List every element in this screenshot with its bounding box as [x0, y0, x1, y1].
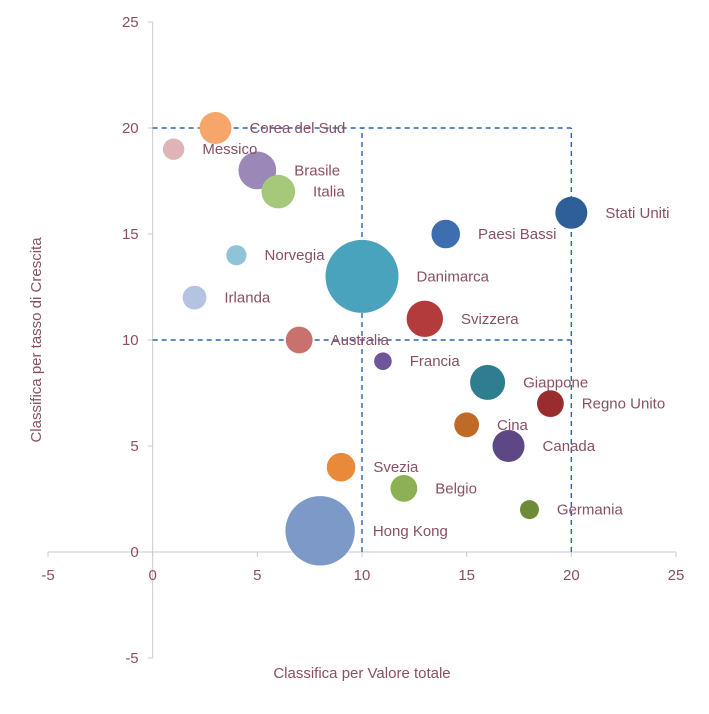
- bubble-stati-uniti: [555, 196, 588, 229]
- bubble-belgio: [390, 475, 418, 502]
- x-tick-label: 0: [148, 567, 156, 584]
- bubble-hong-kong: [285, 496, 355, 566]
- bubble-francia: [374, 352, 392, 371]
- point-label: Regno Unito: [582, 396, 665, 413]
- point-label: Irlanda: [224, 290, 271, 307]
- bubble-australia: [285, 326, 313, 354]
- point-label: Canada: [543, 438, 596, 455]
- y-tick-label: 5: [130, 438, 138, 455]
- point-label: Svizzera: [461, 311, 519, 328]
- x-axis-title: Classifica per Valore totale: [273, 665, 450, 682]
- point-labels-layer: Corea del Sud Messico Brasile Italia Stati U…: [202, 120, 669, 540]
- bubble-irlanda: [182, 285, 207, 310]
- y-tick-label: -5: [125, 650, 138, 667]
- bubble-germania: [519, 500, 539, 520]
- point-label: Danimarca: [416, 268, 489, 285]
- y-tick-label: 20: [122, 120, 139, 137]
- point-label: Messico: [202, 141, 257, 158]
- point-label: Stati Uniti: [605, 205, 669, 222]
- point-label: Francia: [410, 353, 461, 370]
- point-label: Hong Kong: [373, 523, 448, 540]
- bubble-regno-unito: [537, 390, 564, 417]
- bubble-corea-del-sud: [199, 112, 232, 144]
- point-label: Giappone: [523, 374, 588, 391]
- point-label: Svezia: [373, 459, 419, 476]
- axes-layer: -5 0 5 10 15 20 25 -5 0 5 10 15 20 25: [41, 14, 684, 667]
- y-tick-label: 25: [122, 14, 139, 31]
- bubble-svizzera: [406, 300, 443, 337]
- point-label: Corea del Sud: [249, 120, 345, 137]
- point-label: Brasile: [294, 162, 340, 179]
- point-label: Germania: [557, 502, 624, 519]
- x-tick-label: -5: [41, 567, 54, 584]
- point-label: Belgio: [435, 480, 477, 497]
- point-label: Norvegia: [265, 247, 326, 264]
- bubble-messico: [162, 138, 185, 160]
- bubble-danimarca: [325, 239, 399, 313]
- bubble-svezia: [326, 452, 356, 482]
- x-tick-label: 10: [354, 567, 371, 584]
- point-label: Italia: [313, 184, 345, 201]
- x-tick-label: 25: [668, 567, 685, 584]
- y-axis-title: Classifica per tasso di Crescita: [28, 237, 45, 443]
- bubble-canada: [492, 430, 525, 462]
- bubble-giappone: [470, 364, 506, 400]
- y-tick-label: 10: [122, 332, 139, 349]
- bubble-italia: [261, 174, 296, 209]
- x-tick-label: 15: [458, 567, 475, 584]
- y-tick-label: 0: [130, 544, 138, 561]
- point-label: Cina: [497, 417, 529, 434]
- x-tick-label: 20: [563, 567, 580, 584]
- point-label: Paesi Bassi: [478, 226, 556, 243]
- bubble-paesi-bassi: [431, 219, 461, 249]
- bubble-cina: [454, 412, 480, 438]
- point-label: Australia: [331, 332, 390, 349]
- bubbles-layer: [162, 112, 588, 566]
- bubble-norvegia: [226, 245, 247, 266]
- y-tick-label: 15: [122, 226, 139, 243]
- x-tick-label: 5: [253, 567, 261, 584]
